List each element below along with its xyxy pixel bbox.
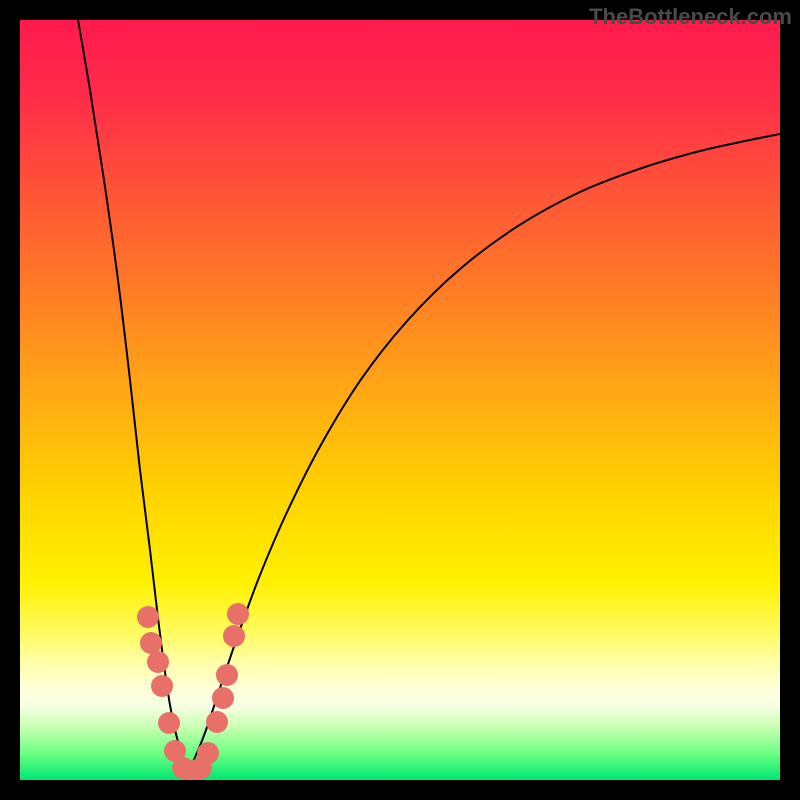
watermark-label: TheBottleneck.com <box>589 4 792 30</box>
chart-frame: TheBottleneck.com <box>0 0 800 800</box>
data-marker <box>227 603 249 625</box>
data-marker <box>151 675 173 697</box>
data-marker <box>197 742 219 764</box>
bottleneck-curve <box>78 20 780 770</box>
data-marker <box>147 651 169 673</box>
data-marker <box>216 664 238 686</box>
data-marker <box>137 606 159 628</box>
data-marker <box>212 687 234 709</box>
plot-area <box>20 20 780 780</box>
data-marker <box>223 625 245 647</box>
data-marker <box>158 712 180 734</box>
data-marker <box>140 632 162 654</box>
curve-layer <box>20 20 780 780</box>
data-marker <box>206 711 228 733</box>
